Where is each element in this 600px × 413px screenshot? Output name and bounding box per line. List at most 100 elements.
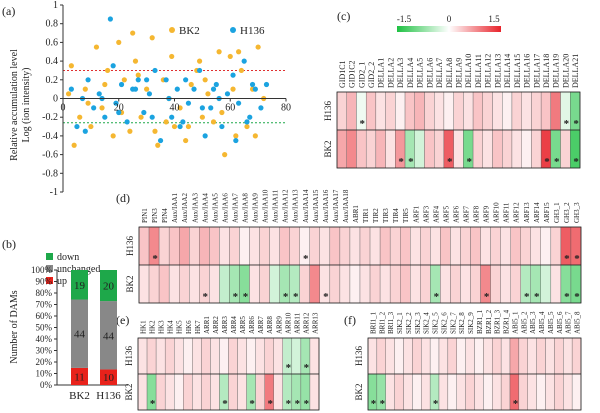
y-tick-label: 100% [31,265,53,275]
legend-label-down: down [57,252,79,263]
scatter-point-h136 [124,119,130,125]
heatmap-cell [168,264,180,304]
heatmap-cell [492,337,502,375]
bar-value-label: 44 [74,329,86,341]
heatmap-cell [201,373,211,411]
heatmap-cell [492,91,503,131]
significance-star: * [574,291,580,303]
heatmap-cell [394,337,404,375]
column-label: DELLA3 [396,58,405,88]
row-label: BK2 [124,383,134,400]
column-label: ARF15 [543,202,551,223]
heatmap-cell [137,373,148,411]
scatter-point-bk2 [149,35,155,41]
significance-star: * [573,118,579,130]
heatmap-cell [336,91,347,131]
heatmap-cell [554,373,564,411]
column-label: DELLA16 [523,54,532,88]
heatmap-cell [560,129,571,169]
scatter-point-bk2 [183,137,189,144]
column-label: Aux/IAA13 [292,189,300,223]
heatmap-cell [440,264,451,304]
y-tick-label: 30% [36,346,53,356]
heatmap-cell [189,264,200,304]
significance-star: * [524,291,530,303]
scatter-point-bk2 [169,53,175,60]
heatmap-cell [400,264,411,304]
heatmap-cell [545,337,555,375]
heatmap-cell [367,337,378,375]
scatter-point-h136 [263,81,270,88]
y-tick-label: 0 [53,94,58,105]
heatmap-cell [563,373,573,411]
significance-star: * [360,118,366,130]
column-label: Aux/IAA7 [231,193,239,223]
column-label: HK6 [185,320,193,334]
scatter-point-h136 [169,114,175,120]
column-label: ABR1 [352,205,360,223]
heatmap-cell [174,373,184,411]
heatmap-cell [219,264,230,304]
heatmap-cell [482,129,493,169]
scatter-point-bk2 [135,72,141,78]
column-label: TIR1 [362,208,370,223]
heatmap-cell [219,337,229,375]
column-label: ARR10 [284,312,292,334]
column-label: ARR3 [221,316,229,334]
y-axis-label-line1: Relative accumulation level [9,49,20,161]
row-label: H136 [125,236,135,256]
significance-star: * [283,291,289,303]
panel-letter-e: (e) [116,313,129,327]
bar-segment-unchanged [71,299,88,368]
heatmap-cell [429,337,440,375]
x-tick-label: 40 [170,103,180,114]
bar-value-label: 44 [103,330,115,342]
heatmap-cell [511,129,522,169]
column-label: DELLA12 [484,54,493,88]
scatter-point-h136 [202,133,208,139]
significance-star: * [513,398,519,410]
x-tick-label: 80 [281,103,291,114]
scatter-point-bk2 [185,123,192,130]
column-label: Aux/IAA18 [342,189,350,223]
significance-star: * [380,398,386,410]
scatter-point-h136 [102,114,108,120]
significance-star: * [573,156,579,168]
significance-star: * [304,398,310,410]
scatter-point-bk2 [110,133,116,139]
column-label: SIK2_3 [414,312,422,334]
heatmap-cell [438,373,449,411]
heatmap-cell [465,373,475,411]
heatmap-cell [375,129,386,169]
heatmap-cell [456,373,466,411]
scatter-point-bk2 [116,39,122,46]
heatmap-cell [249,226,260,266]
column-label: HK2 [149,320,157,334]
heatmap-cell [210,373,220,411]
legend-label-up: up [57,276,67,287]
scatter-point-h136 [152,67,158,74]
heatmap-cell [527,373,537,411]
heatmap-cell [500,264,511,304]
heatmap-cell [158,264,170,304]
column-label: DELLA1 [377,58,386,88]
column-label: DELLA5 [416,58,425,88]
column-label: Aux/IAA3 [191,193,199,223]
heatmap-cell [148,264,160,304]
heatmap-cell [349,264,361,304]
legend-swatch-down [46,253,53,260]
heatmap-cell [179,226,190,266]
column-label: DELLA10 [464,54,473,88]
scatter-point-bk2 [93,44,100,50]
heatmap-cell [365,91,377,131]
heatmap-cell [447,337,457,375]
bar-segment-down [100,270,117,302]
heatmap-cell [164,337,175,375]
x-tick-label: 60 [225,103,235,114]
scatter-point-h136 [85,77,91,83]
significance-star: * [295,398,301,410]
column-label: ABI5_6 [556,311,564,334]
column-label: TIR3 [382,208,390,223]
bar-value-label: 10 [103,372,115,384]
heatmap-cell [434,91,445,131]
